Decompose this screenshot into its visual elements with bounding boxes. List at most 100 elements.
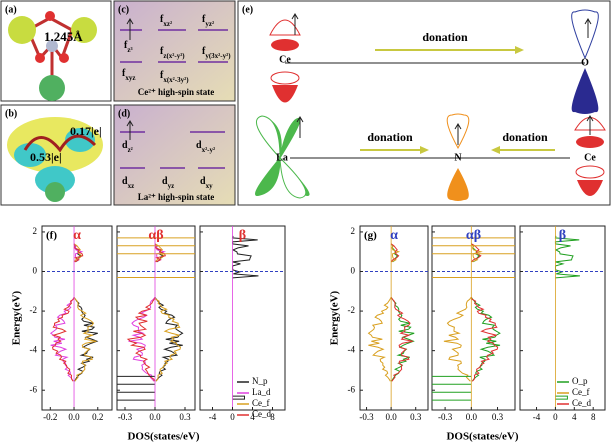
orbital-base: f: [122, 68, 126, 79]
panel-d: (d) La²⁺ high-spin state: [113, 104, 236, 206]
x-tick-label: -0.3: [118, 412, 133, 422]
plot-frame: [41, 225, 113, 411]
atom-label: Ce: [279, 54, 291, 65]
orbital-lobe: [577, 180, 603, 196]
atom: [39, 75, 65, 101]
atom: [46, 40, 58, 52]
orbital-sub: yz²: [205, 20, 214, 28]
orbital-label: fyz²: [202, 14, 214, 27]
orbital-base: f: [160, 46, 164, 57]
donation-arrow: [420, 146, 429, 154]
atom-label: Ce: [584, 152, 596, 163]
orbital-base: f: [202, 46, 206, 57]
atom: [45, 182, 65, 202]
charge-density: [14, 143, 46, 167]
dos-curve: [232, 395, 245, 400]
orbital-base: d: [122, 140, 128, 151]
arrow-label: donation: [367, 130, 413, 144]
orbital-sub: z(x²-y²): [163, 52, 185, 60]
atom: [59, 53, 69, 63]
charge-label: 0.53|e|: [30, 150, 62, 164]
x-tick-label: 0.2: [92, 412, 103, 422]
y-axis-label: Energy(eV): [329, 290, 341, 345]
panel-label: (c): [118, 4, 129, 15]
dos-curve: [154, 243, 166, 263]
orbital-base: d: [162, 176, 168, 187]
x-tick-label: -4: [533, 412, 541, 422]
plot-frame: [199, 225, 286, 411]
orbital-sub: z²: [128, 146, 133, 154]
orbital-label: fz³: [124, 40, 133, 53]
orbital-label: dxz: [122, 176, 134, 189]
orbital-base: f: [124, 40, 128, 51]
legend-label: Ce_f: [572, 387, 590, 397]
orbital-sub: z³: [127, 46, 132, 54]
dos-curve: [73, 243, 84, 263]
dos-curve: [443, 296, 472, 382]
x-tick-label: 0.3: [492, 412, 504, 422]
orbital-base: f: [160, 14, 164, 25]
x-tick-label: 0.0: [386, 412, 398, 422]
atom-label: O: [581, 57, 589, 68]
y-axis-label: Energy(eV): [11, 290, 23, 345]
dos-curve: [126, 297, 156, 382]
x-tick-label: -0.3: [438, 412, 453, 422]
dos-curve: [367, 296, 392, 382]
orbital-lobe: [576, 136, 604, 148]
subplot-title: α: [73, 228, 81, 243]
charge-label: 0.17|e|: [70, 124, 102, 138]
dos-curve: [390, 243, 400, 263]
state-label: La²⁺ high-spin state: [138, 192, 214, 202]
orbital-lobe: [269, 19, 301, 36]
x-tick-label: 8: [270, 412, 275, 422]
panel-label: (f): [46, 230, 57, 242]
y-tick-label: 2: [351, 226, 356, 236]
y-tick-label: -2: [30, 305, 38, 315]
x-tick-label: 4: [572, 412, 577, 422]
orbital-lobe: [256, 115, 307, 199]
dos-curve: [470, 297, 499, 382]
y-tick-label: -4: [30, 345, 38, 355]
plot-frame: [359, 225, 429, 411]
x-tick-label: 0.0: [68, 412, 80, 422]
plot-frame: [519, 225, 606, 411]
legend-label: O_p: [572, 376, 588, 386]
orbital-label: fy(3x²-y²): [202, 46, 231, 59]
energy-levels: [120, 131, 225, 169]
orbital-label: dxy: [200, 176, 213, 189]
orbital-lobe: [447, 168, 469, 201]
orbital-label: fxyz: [122, 68, 135, 81]
orbital-lobe: [571, 68, 599, 114]
orbital-label: fz(x²-y²): [160, 46, 185, 59]
orbital-label: fx(x²-3y²): [160, 70, 189, 83]
orbital-base: f: [160, 70, 164, 81]
atom: [71, 17, 97, 43]
orbital-base: d: [200, 176, 206, 187]
panel-frame: [237, 0, 611, 206]
x-tick-label: 4: [250, 412, 255, 422]
atom: [45, 11, 55, 21]
y-tick-label: -6: [348, 384, 356, 394]
x-tick-label: -0.2: [43, 412, 57, 422]
y-tick-label: -4: [348, 345, 356, 355]
orbital-lobe: [270, 71, 300, 85]
dos-curve: [471, 243, 482, 263]
dos-curve: [128, 296, 156, 382]
orbital-lobe: [575, 165, 605, 179]
x-tick-label: 0: [230, 412, 235, 422]
orbital-base: f: [202, 14, 206, 25]
y-tick-label: 0: [351, 266, 356, 276]
panel-frame: [113, 0, 236, 102]
x-axis-label: DOS(states/eV): [446, 431, 518, 443]
panel-e: (e) Ce O donation La N Ce donation donat…: [237, 0, 611, 206]
spin-arrow: [126, 18, 134, 40]
orbital-label: dyz: [162, 176, 174, 189]
dos-curve: [555, 395, 568, 400]
dos-curve: [154, 297, 182, 382]
atom: [8, 16, 36, 44]
x-tick-label: 0.0: [466, 412, 478, 422]
panel-b: (b) 0.53|e| 0.17|e|: [0, 104, 112, 206]
donation-arrow: [515, 46, 524, 54]
orbital-sub: xy: [206, 182, 214, 190]
legend-label: Ce_d: [252, 409, 271, 419]
